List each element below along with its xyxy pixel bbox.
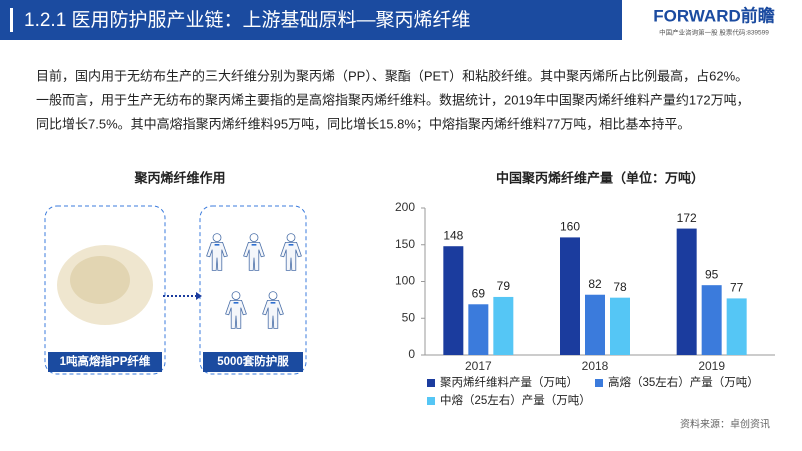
y-tick-label: 200 bbox=[395, 200, 415, 214]
paragraph-line: 同比增长7.5%。其中高熔指聚丙烯纤维料95万吨，同比增长15.8%；中熔指聚丙… bbox=[36, 116, 690, 132]
header-title: 1.2.1 医用防护服产业链：上游基础原料—聚丙烯纤维 bbox=[24, 9, 471, 31]
y-tick-label: 0 bbox=[408, 347, 415, 361]
bar bbox=[443, 246, 464, 355]
legend-swatch bbox=[427, 397, 435, 405]
legend-label: 中熔（25左右）产量（万吨） bbox=[440, 393, 591, 407]
header-accent bbox=[10, 8, 13, 32]
data-label: 79 bbox=[497, 279, 511, 293]
logo: FORWARD前瞻 bbox=[653, 5, 775, 25]
paragraph-line: 目前，国内用于无纺布生产的三大纤维分别为聚丙烯（PP）、聚酯（PET）和粘胶纤维… bbox=[36, 68, 748, 83]
y-tick-label: 50 bbox=[402, 310, 416, 324]
bar bbox=[610, 297, 630, 355]
y-tick-label: 150 bbox=[395, 237, 415, 251]
data-label: 160 bbox=[560, 220, 580, 234]
header-bar bbox=[0, 0, 622, 40]
legend-label: 聚丙烯纤维料产量（万吨） bbox=[440, 375, 578, 389]
chart: 0 50 100 150 200 2017 148 69 79 2018 160 82 78 2019 17… bbox=[395, 200, 775, 407]
paragraph-line: 一般而言，用于生产无纺布的聚丙烯主要指的是高熔指聚丙烯纤维料。数据统计，2019… bbox=[36, 92, 750, 107]
box-from bbox=[44, 205, 166, 375]
data-label: 77 bbox=[730, 281, 744, 295]
source: 资料来源：卓创资讯 bbox=[680, 418, 770, 431]
legend-swatch bbox=[595, 379, 603, 387]
data-label: 148 bbox=[443, 228, 463, 242]
diagram-title: 聚丙烯纤维作用 bbox=[133, 170, 225, 185]
bar bbox=[468, 304, 489, 355]
chart-title: 中国聚丙烯纤维产量（单位：万吨） bbox=[496, 170, 704, 185]
x-tick-label: 2019 bbox=[698, 359, 725, 373]
label-bg bbox=[48, 352, 162, 372]
arrow-head bbox=[196, 292, 202, 300]
x-tick-label: 2018 bbox=[582, 359, 609, 373]
suits-image bbox=[206, 233, 302, 329]
legend-swatch bbox=[427, 379, 435, 387]
x-tick-label: 2017 bbox=[465, 359, 492, 373]
label-bg bbox=[203, 352, 303, 372]
bar bbox=[726, 298, 747, 355]
y-tick-label: 100 bbox=[395, 274, 415, 288]
bar bbox=[701, 285, 722, 355]
diagram-from: 1吨高熔指PP纤维 bbox=[60, 354, 151, 368]
fiber-image-shade bbox=[70, 256, 130, 304]
data-label: 95 bbox=[705, 267, 719, 281]
data-label: 172 bbox=[677, 211, 697, 225]
legend-label: 高熔（35左右）产量（万吨） bbox=[608, 375, 759, 389]
data-label: 78 bbox=[613, 280, 627, 294]
bar bbox=[676, 228, 697, 355]
logo-sub: 中国产业咨询第一股 股票代码:839599 bbox=[659, 28, 769, 37]
diagram-to: 5000套防护服 bbox=[217, 354, 289, 368]
data-label: 82 bbox=[588, 277, 602, 291]
bar bbox=[585, 294, 605, 355]
box-to bbox=[199, 205, 307, 375]
bar bbox=[493, 296, 514, 355]
bar bbox=[560, 237, 580, 355]
data-label: 69 bbox=[472, 286, 486, 300]
